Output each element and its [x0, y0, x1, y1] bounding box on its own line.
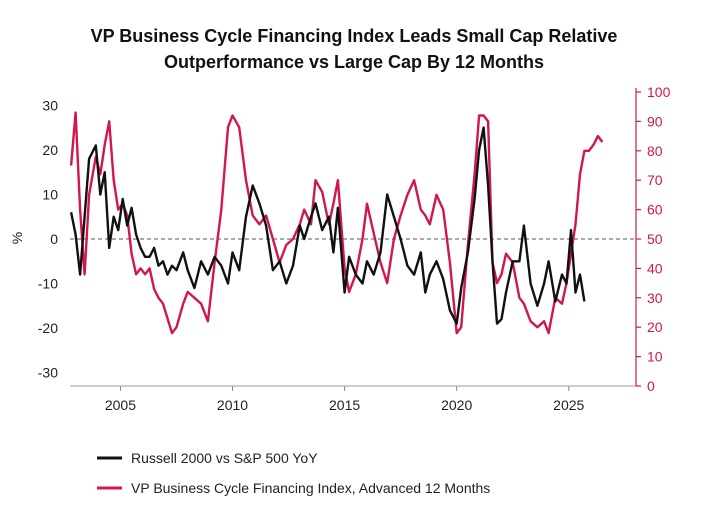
right-tick-label: 90	[647, 113, 663, 129]
right-tick-label: 20	[647, 319, 663, 335]
right-tick-label: 100	[647, 84, 671, 100]
right-tick-label: 50	[647, 231, 663, 247]
left-tick-label: 20	[42, 142, 58, 158]
x-tick-label: 2020	[441, 397, 472, 413]
right-tick-label: 70	[647, 172, 663, 188]
right-tick-label: 30	[647, 290, 663, 306]
x-tick-label: 2005	[105, 397, 136, 413]
right-tick-label: 10	[647, 349, 663, 365]
right-tick-label: 80	[647, 143, 663, 159]
right-tick-label: 60	[647, 202, 663, 218]
right-tick-label: 0	[647, 378, 655, 394]
left-tick-label: -20	[38, 320, 58, 336]
left-tick-label: 10	[42, 186, 58, 202]
chart-title-line-2: Outperformance vs Large Cap By 12 Months	[164, 52, 544, 72]
x-tick-label: 2015	[329, 397, 360, 413]
legend-label-vp: VP Business Cycle Financing Index, Advan…	[131, 480, 490, 496]
right-tick-label: 40	[647, 260, 663, 276]
chart-title-line-1: VP Business Cycle Financing Index Leads …	[91, 26, 618, 46]
series-russell-vs-sp500	[69, 126, 586, 325]
left-tick-label: 0	[50, 231, 58, 247]
left-tick-label: -30	[38, 365, 58, 381]
left-tick-label: 30	[42, 97, 58, 113]
legend: Russell 2000 vs S&P 500 YoY VP Business …	[97, 450, 490, 496]
left-tick-label: -10	[38, 276, 58, 292]
y-axis-label: %	[9, 232, 25, 244]
x-axis-ticks: 2005 2010 2015 2020 2025	[105, 386, 585, 413]
x-tick-label: 2010	[217, 397, 248, 413]
series-vp-financing-index	[69, 111, 604, 335]
left-axis-ticks: 30 20 10 0 -10 -20 -30	[38, 97, 58, 380]
legend-label-russell: Russell 2000 vs S&P 500 YoY	[131, 450, 318, 466]
x-tick-label: 2025	[553, 397, 584, 413]
